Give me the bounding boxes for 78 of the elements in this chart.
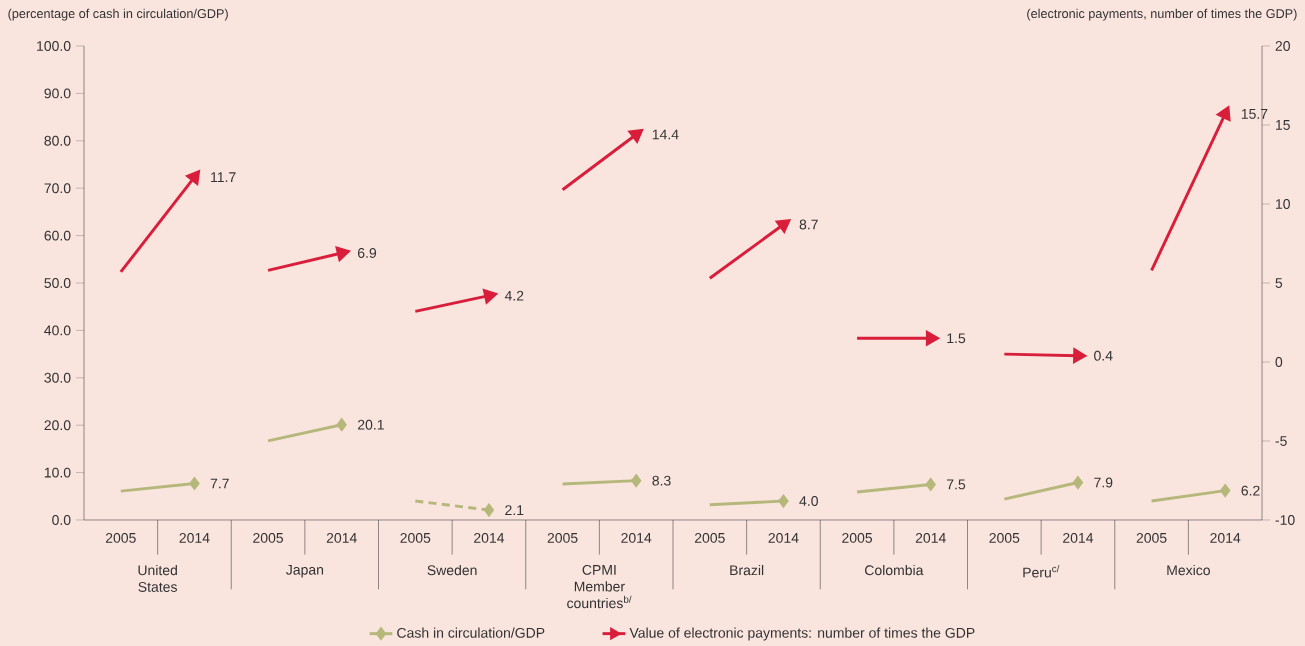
x-tick-label: 2014 bbox=[621, 532, 652, 543]
y-tick-label: 40.0 bbox=[44, 325, 71, 336]
text: United States bbox=[138, 564, 177, 592]
point bbox=[1072, 476, 1083, 489]
x-tick-label: 2005 bbox=[989, 532, 1020, 543]
point bbox=[925, 331, 939, 346]
y-tick-label: 30.0 bbox=[44, 372, 71, 383]
y2-tick-label: 0 bbox=[1275, 357, 1283, 367]
x-tick-label: 2014 bbox=[1063, 532, 1094, 543]
y2-tick-label: -10 bbox=[1275, 515, 1295, 525]
x-tick-label: 2005 bbox=[400, 532, 431, 543]
x-tick-label: 2014 bbox=[179, 532, 210, 543]
y-axis-title: (percentage of cash in circulation/GDP) bbox=[8, 8, 228, 21]
point bbox=[925, 478, 936, 491]
y-tick-label: 0.0 bbox=[52, 515, 71, 525]
data-label: 7.9 bbox=[1094, 477, 1113, 488]
point bbox=[1220, 484, 1231, 497]
data-label: 7.5 bbox=[947, 479, 966, 490]
y-tick-label: 70.0 bbox=[44, 183, 71, 194]
point bbox=[775, 219, 791, 233]
text: Japan bbox=[286, 564, 324, 578]
y2-tick-label: 10 bbox=[1276, 199, 1290, 209]
text: Mexico bbox=[1167, 564, 1210, 576]
x-tick-label: 2014 bbox=[1210, 532, 1241, 543]
data-label: 1.5 bbox=[947, 333, 966, 344]
data-label: 4.2 bbox=[504, 290, 524, 301]
point bbox=[189, 477, 200, 490]
legend-label: Value of electronic payments: number of times the GDP bbox=[629, 627, 975, 641]
x-tick-label: 2005 bbox=[1136, 532, 1167, 543]
point bbox=[186, 170, 200, 185]
y-tick-label: 90.0 bbox=[44, 88, 71, 99]
point bbox=[1217, 106, 1231, 121]
data-label: 4.0 bbox=[799, 496, 818, 507]
point bbox=[631, 474, 642, 487]
text: Brazil bbox=[730, 564, 764, 576]
point bbox=[483, 503, 494, 517]
x-tick-label: 2014 bbox=[474, 532, 505, 543]
y2-tick-label: -5 bbox=[1275, 436, 1287, 446]
text: Colombia bbox=[865, 564, 924, 576]
data-label: 7.7 bbox=[210, 478, 229, 489]
y-tick-label: 60.0 bbox=[44, 230, 71, 241]
x-tick-label: 2014 bbox=[768, 532, 799, 543]
point bbox=[778, 494, 789, 508]
x-tick-label: 2005 bbox=[842, 532, 873, 543]
x-tick-label: 2005 bbox=[694, 532, 725, 543]
point bbox=[483, 289, 497, 304]
point bbox=[336, 418, 347, 431]
y2-tick-label: 20 bbox=[1275, 41, 1290, 51]
data-label: 14.4 bbox=[652, 129, 679, 140]
x-tick-label: 2014 bbox=[326, 532, 357, 543]
data-label: 8.3 bbox=[652, 475, 671, 486]
text: CPMI Member countries$^{b/}$ bbox=[567, 564, 632, 609]
y-tick-label: 100.0 bbox=[37, 41, 71, 51]
data-label: 11.7 bbox=[211, 172, 236, 182]
x-tick-label: 2005 bbox=[253, 532, 284, 543]
point bbox=[335, 246, 350, 261]
point bbox=[1073, 348, 1087, 363]
legend-label: Cash in circulation/GDP bbox=[397, 627, 545, 638]
data-label: 8.7 bbox=[799, 219, 818, 230]
data-label: 2.1 bbox=[505, 505, 524, 515]
y-tick-label: 80.0 bbox=[44, 135, 71, 146]
data-label: 6.2 bbox=[1241, 485, 1260, 496]
data-label: 15.7 bbox=[1241, 109, 1268, 119]
y2-tick-label: 5 bbox=[1275, 278, 1283, 288]
data-label: 6.9 bbox=[358, 248, 377, 258]
x-tick-label: 2014 bbox=[915, 532, 946, 543]
point bbox=[628, 129, 643, 143]
x-tick-label: 2005 bbox=[105, 532, 136, 543]
y-tick-label: 20.0 bbox=[44, 420, 71, 431]
text: Sweden bbox=[427, 564, 477, 576]
y2-tick-label: 15 bbox=[1276, 120, 1290, 130]
text: Peru$^{c/}$ bbox=[1023, 564, 1060, 578]
data-label: 20.1 bbox=[358, 419, 384, 430]
y2-axis-title: (electronic payments, number of times the GDP) bbox=[1027, 8, 1297, 21]
data-label: 0.4 bbox=[1094, 350, 1113, 361]
y-tick-label: 50.0 bbox=[44, 278, 71, 288]
y-tick-label: 10.0 bbox=[44, 467, 71, 478]
x-tick-label: 2005 bbox=[547, 532, 578, 543]
